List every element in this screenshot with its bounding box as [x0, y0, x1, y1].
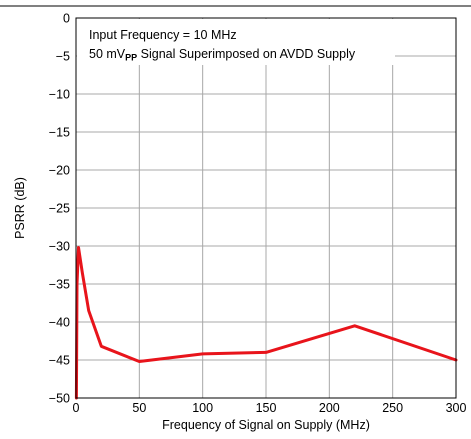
y-tick-label: −50	[49, 392, 70, 406]
x-tick-label: 150	[256, 401, 277, 415]
y-tick-label: −25	[49, 202, 70, 216]
grid-lines	[76, 18, 456, 398]
y-tick-label: −15	[49, 126, 70, 140]
y-tick-label: −10	[49, 88, 70, 102]
plot-frame	[75, 17, 457, 399]
x-tick-label: 50	[132, 401, 146, 415]
y-tick-label: −45	[49, 354, 70, 368]
annotation-line-1: Input Frequency = 10 MHz	[89, 28, 237, 42]
annotation-line-2-suffix: Signal Superimposed on AVDD Supply	[137, 47, 356, 61]
y-tick-label: 0	[63, 12, 70, 26]
y-tick-label: −5	[56, 50, 70, 64]
x-tick-label: 300	[446, 401, 467, 415]
x-axis-title: Frequency of Signal on Supply (MHz)	[162, 418, 370, 432]
y-tick-label: −35	[49, 278, 70, 292]
psrr-series-line	[74, 246, 458, 400]
x-tick-label: 0	[73, 401, 80, 415]
y-tick-label: −40	[49, 316, 70, 330]
annotation-subscript: PP	[125, 53, 137, 63]
annotation-background	[77, 19, 395, 65]
y-tick-label: −20	[49, 164, 70, 178]
annotation-line-2: 50 mVPP Signal Superimposed on AVDD Supp…	[89, 47, 356, 63]
y-tick-label: −30	[49, 240, 70, 254]
x-tick-label: 200	[319, 401, 340, 415]
annotation-box: Input Frequency = 10 MHz 50 mVPP Signal S…	[77, 19, 395, 65]
x-tick-label: 250	[382, 401, 403, 415]
y-axis-title: PSRR (dB)	[13, 177, 27, 239]
tick-labels: 0 50 100 150 200 250 300 0 −5 −10 −15 −20 −25 −30 −35 −…	[49, 12, 467, 416]
x-tick-label: 100	[192, 401, 213, 415]
series-layer	[74, 246, 458, 400]
annotation-line-2-prefix: 50 mV	[89, 47, 126, 61]
